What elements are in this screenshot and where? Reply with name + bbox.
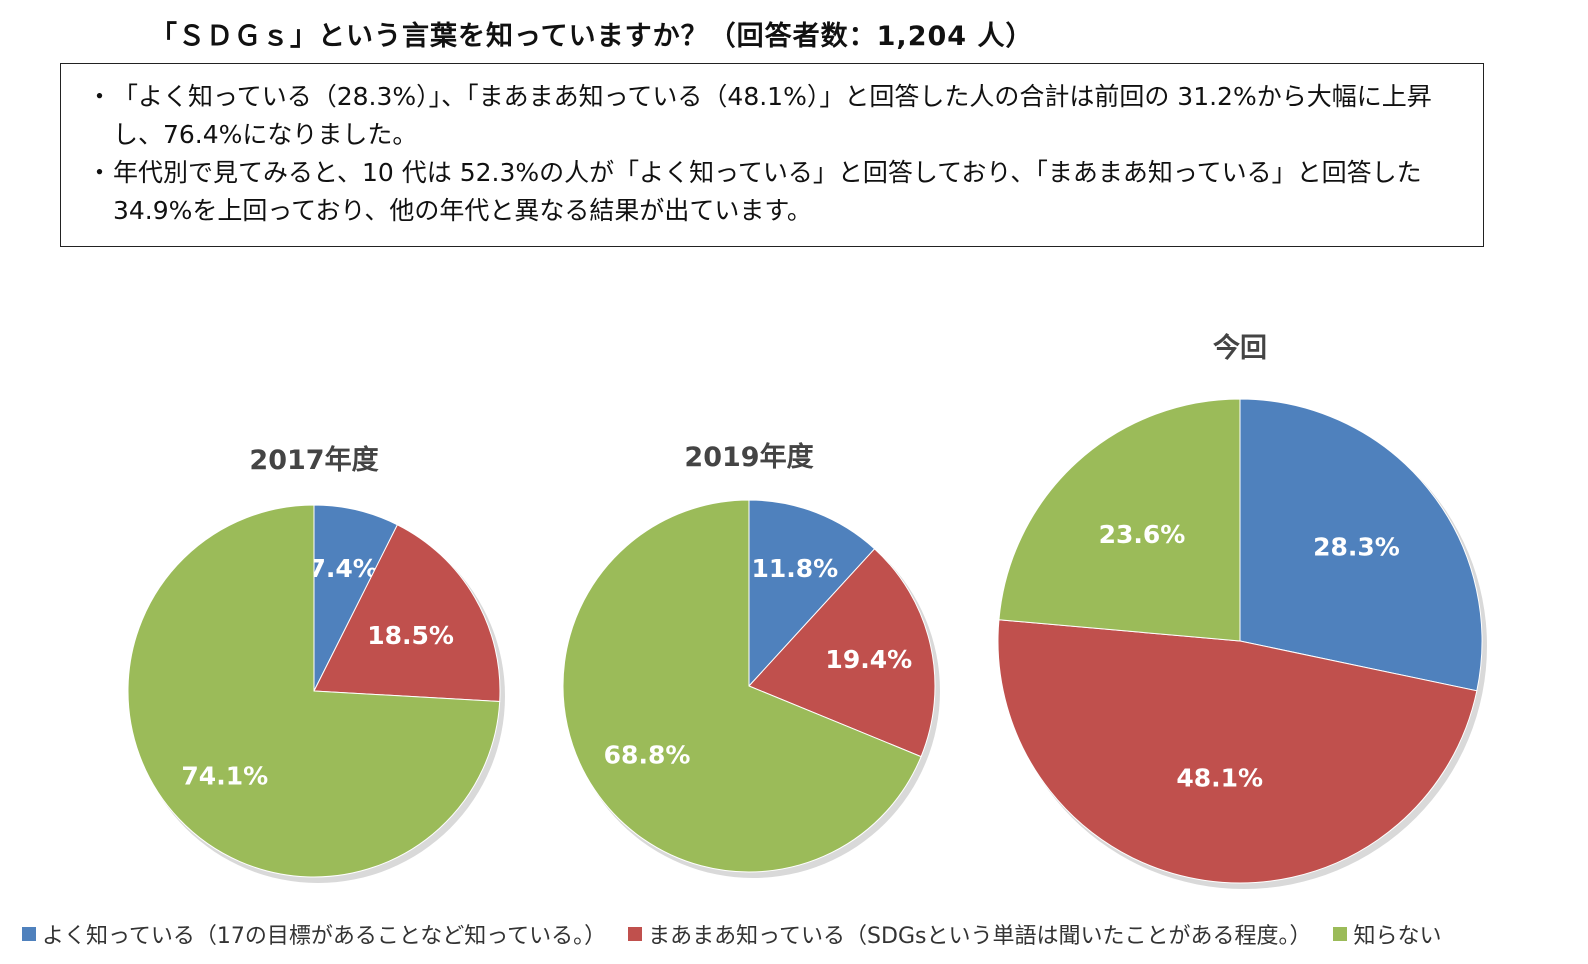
pie-1-label-somewhat: 18.5% xyxy=(367,621,454,650)
pie-2-slice-unknown xyxy=(562,499,922,873)
pie-1-title: 2017年度 xyxy=(249,444,378,476)
legend-label: 知らない xyxy=(1353,924,1442,949)
legend-swatch-blue xyxy=(22,927,36,941)
pie-1-slice-somewhat xyxy=(313,524,501,703)
legend-swatch-red xyxy=(628,927,643,941)
summary-text-1: 「よく知っている（28.3%）」、「まあまあ知っている（48.1%）」と回答した… xyxy=(113,82,1432,149)
summary-text-2: 年代別で見てみると、10 代は 52.3%の人が「よく知っている」と回答しており… xyxy=(113,158,1422,225)
legend-item-well-known: よく知っている（17の目標があることなど知っている。） xyxy=(22,918,606,950)
pie-2-label-unknown: 68.8% xyxy=(604,740,691,769)
summary-bullet-1: ・ 「よく知っている（28.3%）」、「まあまあ知っている（48.1%）」と回答… xyxy=(87,78,1463,154)
pie-3-slice-well-known xyxy=(1239,398,1483,692)
pie-1-slice-unknown xyxy=(127,504,501,878)
pie-2-slice-well-known xyxy=(748,499,876,688)
pie-3-label-well-known: 28.3% xyxy=(1313,532,1400,561)
pie-3-slice-unknown xyxy=(998,398,1241,642)
legend: よく知っている（17の目標があることなど知っている。） まあまあ知っている（SD… xyxy=(22,918,1463,950)
pie-2-label-somewhat: 19.4% xyxy=(825,645,912,674)
bullet-mark: ・ xyxy=(87,82,113,111)
legend-swatch-green xyxy=(1333,927,1348,941)
pie-3-slice-somewhat xyxy=(997,619,1478,884)
legend-label: よく知っている（17の目標があることなど知っている。） xyxy=(42,924,607,949)
pie-1-label-unknown: 74.1% xyxy=(181,761,268,790)
legend-item-unknown: 知らない xyxy=(1333,918,1441,950)
pie-1-label-well-known: 7.4% xyxy=(308,554,377,583)
legend-label: まあまあ知っている（SDGsという単語は聞いたことがある程度。） xyxy=(648,924,1312,949)
pie-charts: 7.4% 18.5% 74.1% 2017年度 11.8% 19.4% 68.8% 2019年… xyxy=(127,332,1487,889)
page-title: 「ＳＤＧｓ」という言葉を知っていますか？（回答者数：1,204 人） xyxy=(150,21,1034,52)
bullet-mark: ・ xyxy=(87,158,113,187)
pie-2-label-well-known: 11.8% xyxy=(751,554,838,583)
pie-3-label-unknown: 23.6% xyxy=(1099,520,1186,549)
pie-3-title: 今回 xyxy=(1213,332,1267,364)
summary-bullet-2: ・ 年代別で見てみると、10 代は 52.3%の人が「よく知っている」と回答して… xyxy=(87,154,1463,230)
pie-2-title: 2019年度 xyxy=(684,441,813,473)
summary-box: ・ 「よく知っている（28.3%）」、「まあまあ知っている（48.1%）」と回答… xyxy=(60,63,1484,247)
legend-item-somewhat: まあまあ知っている（SDGsという単語は聞いたことがある程度。） xyxy=(628,918,1311,950)
pie-3-label-somewhat: 48.1% xyxy=(1176,763,1263,792)
